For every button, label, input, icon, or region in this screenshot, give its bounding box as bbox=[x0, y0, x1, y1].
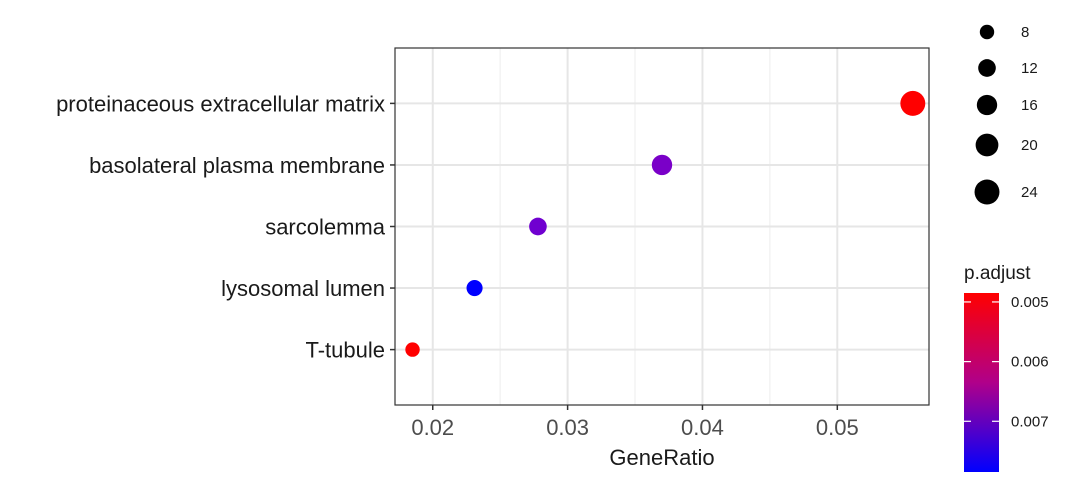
color-legend-bar bbox=[964, 293, 999, 472]
size-legend-key bbox=[976, 94, 998, 116]
y-category-label: proteinaceous extracellular matrix bbox=[56, 91, 385, 116]
size-legend-label: 24 bbox=[1021, 184, 1038, 201]
y-category-label: basolateral plasma membrane bbox=[89, 153, 385, 178]
size-legend-label: 12 bbox=[1021, 60, 1038, 77]
data-points bbox=[405, 90, 926, 357]
x-axis-title: GeneRatio bbox=[609, 445, 714, 470]
color-legend-label: 0.006 bbox=[1011, 354, 1049, 371]
y-category-label: sarcolemma bbox=[265, 215, 386, 240]
data-point bbox=[405, 342, 420, 357]
data-point bbox=[529, 217, 547, 236]
color-legend-label: 0.005 bbox=[1011, 294, 1049, 311]
size-legend-label: 20 bbox=[1021, 137, 1038, 154]
size-legend: 8 12 16 20 24 bbox=[974, 24, 1038, 205]
color-legend-title: p.adjust bbox=[964, 263, 1031, 284]
x-axis: 0.02 0.03 0.04 0.05 bbox=[411, 405, 859, 440]
size-legend-key bbox=[979, 24, 995, 40]
grid-lines bbox=[395, 48, 929, 405]
x-tick-label: 0.02 bbox=[411, 415, 454, 440]
data-point bbox=[466, 280, 483, 297]
data-point bbox=[900, 90, 926, 116]
y-axis: proteinaceous extracellular matrix basola… bbox=[56, 91, 395, 363]
y-category-label: T-tubule bbox=[306, 338, 386, 363]
size-legend-key bbox=[975, 133, 999, 157]
size-legend-label: 8 bbox=[1021, 24, 1029, 41]
x-tick-label: 0.05 bbox=[816, 415, 859, 440]
x-tick-label: 0.04 bbox=[681, 415, 724, 440]
size-legend-label: 16 bbox=[1021, 97, 1038, 114]
size-legend-key bbox=[974, 179, 1000, 205]
size-legend-key bbox=[978, 59, 996, 77]
x-tick-label: 0.03 bbox=[546, 415, 589, 440]
color-legend-ticks: 0.005 0.006 0.007 bbox=[964, 294, 1049, 430]
data-point bbox=[651, 154, 673, 176]
y-category-label: lysosomal lumen bbox=[221, 276, 385, 301]
color-legend-label: 0.007 bbox=[1011, 413, 1049, 430]
